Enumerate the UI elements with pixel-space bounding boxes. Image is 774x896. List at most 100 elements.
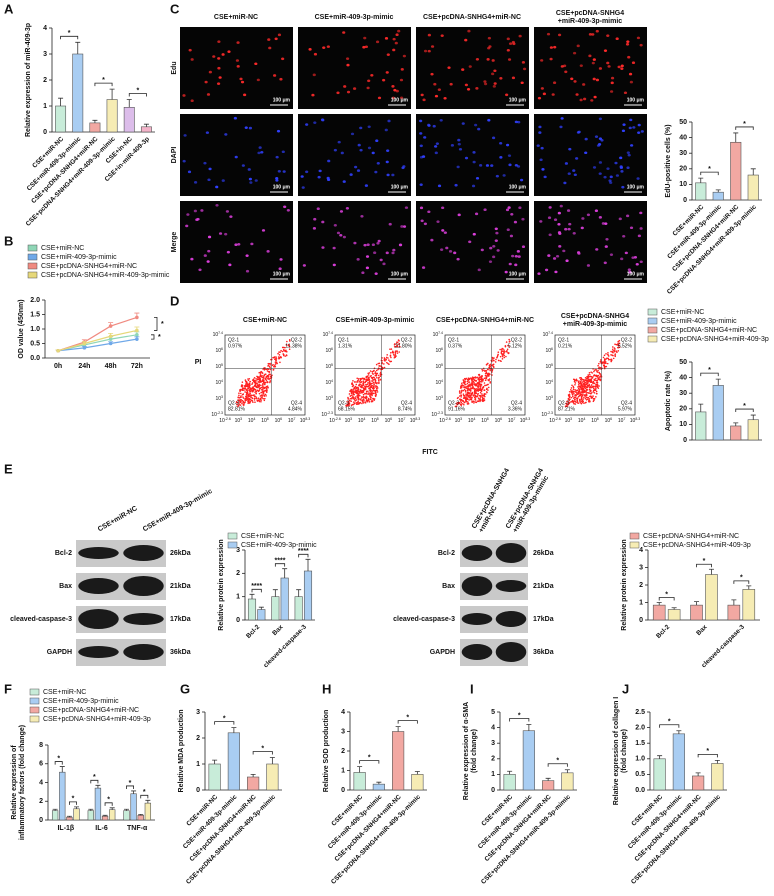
event (374, 382, 377, 384)
event (587, 384, 589, 387)
event (244, 385, 246, 388)
event (361, 385, 363, 388)
tick-exponent: 3 (460, 417, 462, 421)
event (259, 373, 262, 376)
nucleus (353, 241, 357, 245)
event (349, 390, 351, 392)
event (586, 381, 588, 383)
event (257, 381, 260, 383)
event (369, 388, 371, 391)
event (244, 401, 246, 403)
nucleus (564, 162, 568, 165)
nucleus (598, 137, 603, 140)
nucleus (604, 245, 608, 248)
y-tick-label: 10-2.3 (211, 411, 223, 418)
event (583, 380, 585, 383)
tick-exponent: 5 (597, 417, 599, 421)
event (255, 397, 258, 400)
event (618, 342, 621, 345)
error-bar (145, 799, 151, 804)
nucleus (518, 34, 522, 38)
x-tick-label: 106 (275, 417, 283, 424)
tick-exponent: 5 (331, 363, 333, 367)
nucleus (394, 41, 398, 45)
event (476, 383, 478, 385)
bar (727, 604, 741, 621)
nucleus (374, 272, 378, 275)
nucleus (540, 87, 544, 90)
event (574, 403, 577, 405)
event (499, 355, 502, 358)
event (278, 351, 280, 353)
y-tick-label: 106 (435, 347, 443, 354)
nucleus (623, 91, 628, 95)
y-tick-label: 0.5 (635, 771, 645, 778)
event (263, 383, 266, 385)
nucleus (626, 40, 630, 43)
tick-exponent: 4 (253, 417, 255, 421)
event (391, 350, 394, 353)
event (481, 368, 483, 371)
x-tick-label: 48h (105, 363, 117, 370)
y-axis-label: Relative protein expression (218, 539, 225, 630)
nucleus (592, 58, 596, 61)
nucleus (385, 71, 389, 74)
nucleus (559, 125, 563, 129)
nucleus (224, 133, 228, 136)
nucleus (327, 159, 331, 163)
error-bar (708, 568, 714, 575)
event (252, 401, 254, 403)
nucleus (631, 256, 635, 259)
scale-label: 100 μm (627, 184, 645, 190)
nucleus (499, 141, 503, 145)
nucleus (434, 151, 438, 155)
event (485, 370, 488, 372)
event (260, 391, 262, 394)
event (573, 392, 575, 395)
event (487, 372, 490, 375)
event (247, 393, 250, 396)
event (367, 374, 370, 376)
event (244, 379, 247, 381)
event (460, 396, 463, 398)
event (471, 379, 474, 382)
nucleus (603, 175, 607, 179)
event (457, 396, 459, 399)
nucleus (345, 207, 350, 210)
event (240, 396, 242, 399)
event (580, 377, 583, 380)
event (481, 397, 484, 400)
event (587, 374, 589, 376)
event (261, 374, 263, 377)
nucleus (377, 239, 381, 243)
event (394, 350, 397, 353)
x-tick-label: 104 (358, 417, 366, 424)
quadrant-name: Q2-1 (558, 337, 569, 343)
event (610, 354, 612, 356)
x-tick-label: 106 (495, 417, 503, 424)
event (574, 389, 576, 391)
event (570, 396, 573, 399)
row-label: DAPI (171, 147, 178, 164)
quadrant-percent: 68.15% (338, 406, 356, 412)
event (267, 364, 270, 367)
nucleus (400, 68, 404, 71)
event (473, 390, 476, 392)
error-bar (376, 781, 382, 785)
y-tick-label: 106 (215, 347, 223, 354)
significance-bracket (104, 802, 113, 806)
event (283, 348, 285, 351)
y-tick-label: 3 (43, 51, 47, 58)
lane-label: CSE+miR-409-3p-mimic (142, 488, 214, 534)
y-tick-label: 50 (679, 119, 687, 126)
y-tick-label: 1.0 (30, 326, 40, 333)
tick-exponent: 3 (331, 395, 333, 399)
event (481, 393, 483, 395)
event (592, 381, 594, 384)
nucleus (215, 203, 219, 207)
event (262, 376, 264, 379)
x-tick-label: 108.3 (630, 417, 640, 424)
event (394, 353, 397, 356)
event (285, 349, 287, 352)
error-bar (526, 724, 532, 731)
